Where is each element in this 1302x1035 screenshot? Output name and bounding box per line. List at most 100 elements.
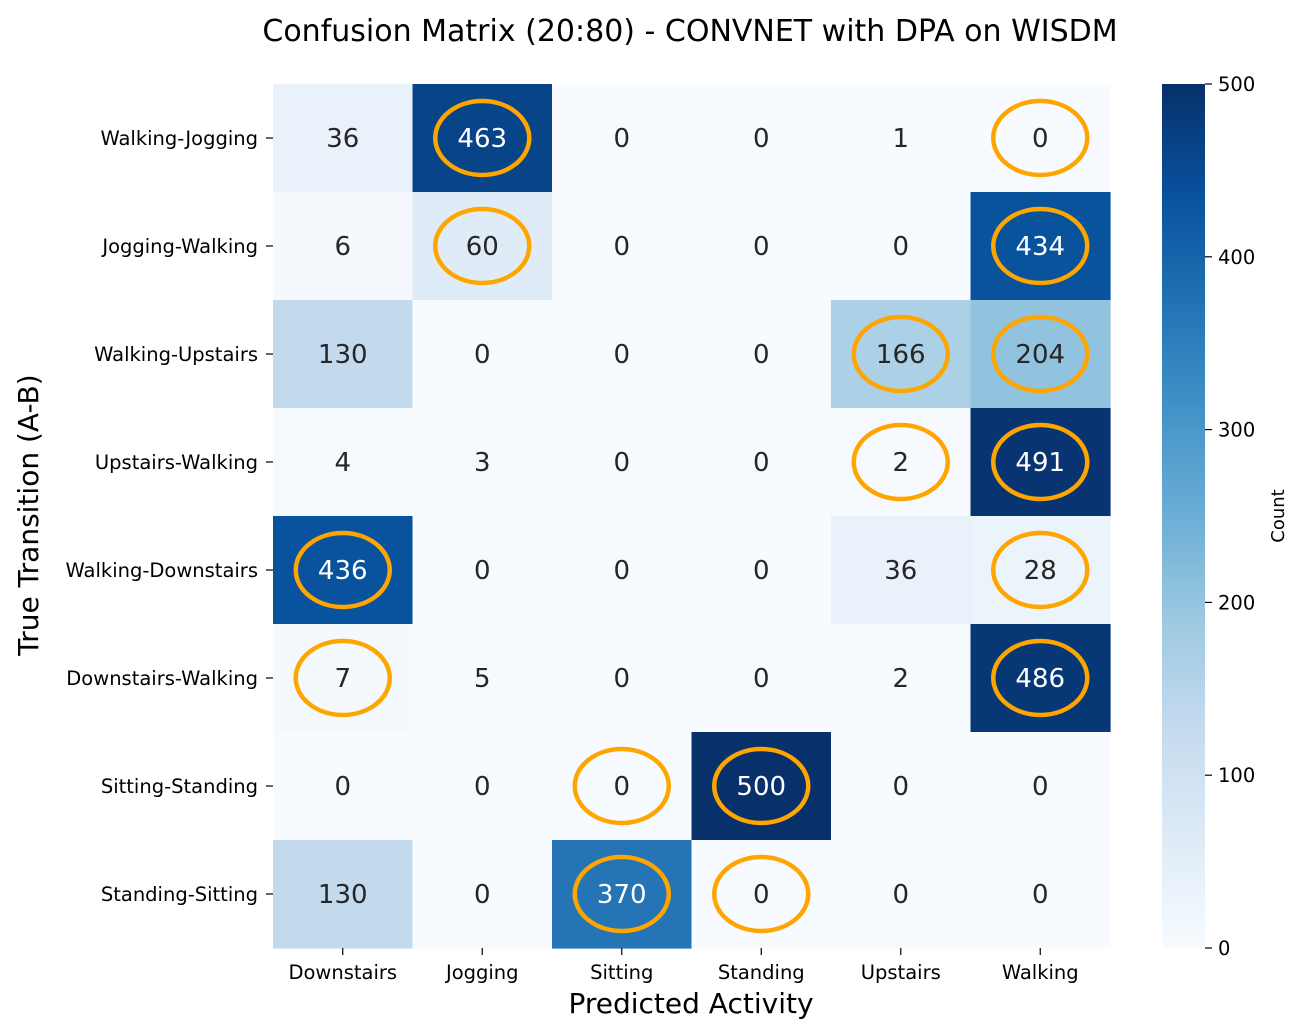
- highlight-ellipse: [991, 98, 1090, 178]
- highlight-ellipse: [293, 638, 392, 718]
- y-axis-label: True Transition (A-B): [12, 374, 45, 656]
- cell-value: 0: [753, 340, 770, 370]
- cell-value: 4: [334, 448, 351, 478]
- heatmap-cell: [273, 300, 414, 409]
- cell-value: 0: [613, 664, 630, 694]
- highlight-ellipse: [991, 638, 1090, 718]
- cell-value: 434: [1015, 232, 1065, 262]
- x-tick-label: Upstairs: [861, 961, 941, 984]
- heatmap-cell: [552, 516, 693, 625]
- x-axis-ticks: Downstairs Jogging Sitting Standing Upstairs…: [288, 948, 1079, 984]
- x-tick-label: Sitting: [590, 961, 653, 984]
- x-tick-label: Walking: [1002, 961, 1079, 984]
- heatmap-cell: [273, 84, 414, 193]
- highlight-ellipse: [851, 314, 950, 394]
- cell-value: 6: [334, 232, 351, 262]
- heatmap-cell: [691, 300, 832, 409]
- colorbar-tick-label: 100: [1218, 764, 1255, 787]
- heatmap-cell: [412, 840, 553, 949]
- cell-value: 28: [1024, 556, 1057, 586]
- cell-value: 0: [1032, 772, 1049, 802]
- heatmap-cell: [273, 408, 414, 517]
- cell-value: 0: [753, 556, 770, 586]
- colorbar-tick-label: 300: [1218, 419, 1255, 442]
- x-tick-label: Standing: [718, 961, 805, 984]
- cell-value: 370: [597, 880, 647, 910]
- colorbar-label: Count: [1268, 489, 1289, 542]
- y-tick-label: Walking-Jogging: [100, 127, 258, 150]
- highlight-ellipse: [572, 746, 671, 826]
- heatmap-cells: [273, 84, 1111, 949]
- colorbar-tick-label: 400: [1218, 246, 1255, 269]
- highlight-ellipse: [991, 422, 1090, 502]
- cell-value: 130: [318, 880, 368, 910]
- cell-value: 436: [318, 556, 368, 586]
- cell-value: 1: [892, 124, 909, 154]
- y-tick-label: Jogging-Walking: [100, 235, 258, 258]
- cell-value: 0: [613, 448, 630, 478]
- cell-value: 0: [753, 124, 770, 154]
- highlight-ellipse: [991, 530, 1090, 610]
- cell-value: 2: [892, 448, 909, 478]
- cell-value: 491: [1015, 448, 1065, 478]
- heatmap-cell: [831, 732, 972, 841]
- cell-value: 0: [334, 772, 351, 802]
- heatmap-cell: [552, 192, 693, 301]
- cell-value: 0: [753, 664, 770, 694]
- cell-value: 2: [892, 664, 909, 694]
- cell-value: 36: [884, 556, 917, 586]
- heatmap-cell: [691, 192, 832, 301]
- heatmap-cell: [691, 84, 832, 193]
- colorbar-tick-label: 200: [1218, 591, 1255, 614]
- cell-value: 500: [736, 772, 786, 802]
- heatmap-cell: [831, 840, 972, 949]
- cell-value: 130: [318, 340, 368, 370]
- highlight-ellipse: [712, 854, 811, 934]
- cell-value: 0: [474, 880, 491, 910]
- heatmap-cell: [970, 840, 1111, 949]
- chart-title: Confusion Matrix (20:80) - CONVNET with …: [262, 14, 1117, 49]
- heatmap-cell: [412, 732, 553, 841]
- cell-value: 0: [753, 232, 770, 262]
- highlight-ellipse: [991, 314, 1090, 394]
- cell-value: 166: [876, 340, 926, 370]
- heatmap-cell: [831, 84, 972, 193]
- colorbar: 0 100 200 300 400 500 Count: [1162, 73, 1289, 960]
- x-axis-label: Predicted Activity: [568, 987, 813, 1020]
- y-axis-ticks: Walking-Jogging Jogging-Walking Walking-Up…: [66, 127, 273, 906]
- cell-value: 0: [1032, 124, 1049, 154]
- heatmap-cell: [552, 300, 693, 409]
- heatmap-cell: [691, 516, 832, 625]
- heatmap-cell: [691, 624, 832, 733]
- cell-value: 36: [326, 124, 359, 154]
- cell-value: 0: [892, 880, 909, 910]
- heatmap-cell: [831, 516, 972, 625]
- heatmap-cell: [831, 624, 972, 733]
- heatmap-cell: [273, 192, 414, 301]
- y-tick-label: Upstairs-Walking: [95, 451, 258, 474]
- cell-value: 0: [1032, 880, 1049, 910]
- highlight-ellipse: [433, 206, 532, 286]
- colorbar-gradient: [1162, 84, 1205, 948]
- cell-value: 0: [613, 556, 630, 586]
- cell-value: 486: [1015, 664, 1065, 694]
- heatmap-cell: [691, 408, 832, 517]
- highlight-markers: [293, 98, 1090, 934]
- cell-value: 7: [334, 664, 351, 694]
- y-tick-label: Downstairs-Walking: [66, 667, 258, 690]
- x-tick-label: Jogging: [444, 961, 519, 984]
- heatmap-cell: [970, 732, 1111, 841]
- y-tick-label: Walking-Upstairs: [94, 343, 258, 366]
- cell-value: 3: [474, 448, 491, 478]
- y-tick-label: Sitting-Standing: [101, 775, 258, 798]
- colorbar-tick-label: 500: [1218, 73, 1255, 96]
- highlight-ellipse: [572, 854, 671, 934]
- cell-value: 0: [613, 772, 630, 802]
- heatmap-cell: [273, 732, 414, 841]
- cell-value: 0: [474, 556, 491, 586]
- highlight-ellipse: [712, 746, 811, 826]
- cell-value: 0: [474, 772, 491, 802]
- cell-value: 0: [613, 124, 630, 154]
- heatmap-cell: [412, 516, 553, 625]
- cell-value: 0: [613, 340, 630, 370]
